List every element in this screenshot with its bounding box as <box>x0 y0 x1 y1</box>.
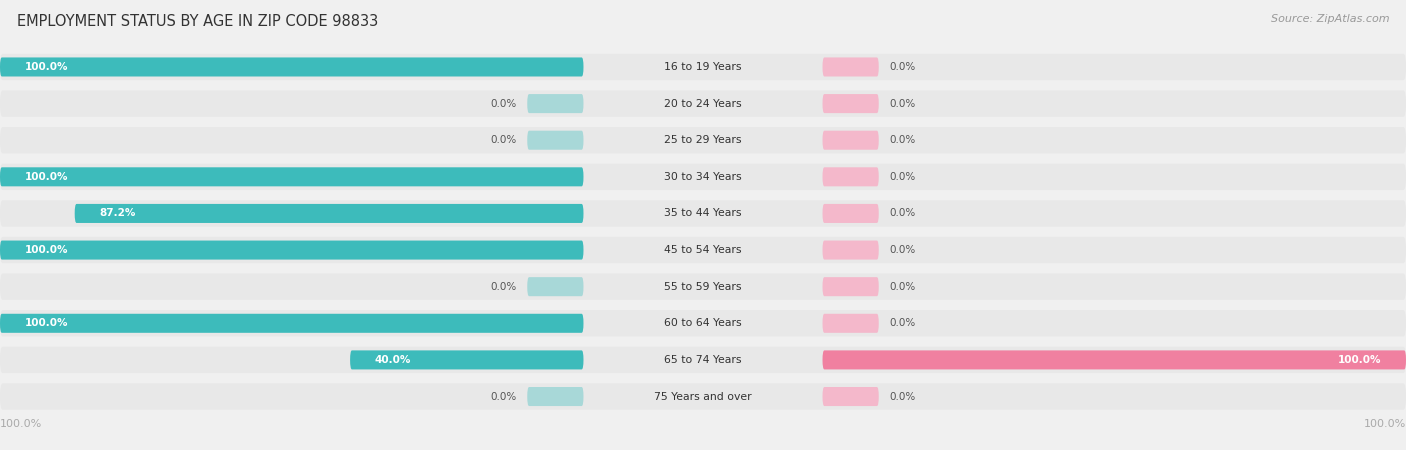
Text: 40.0%: 40.0% <box>374 355 411 365</box>
Text: 55 to 59 Years: 55 to 59 Years <box>664 282 742 292</box>
Text: 60 to 64 Years: 60 to 64 Years <box>664 318 742 328</box>
FancyBboxPatch shape <box>0 90 1406 117</box>
FancyBboxPatch shape <box>527 277 583 296</box>
Text: 87.2%: 87.2% <box>100 208 135 218</box>
FancyBboxPatch shape <box>0 58 583 76</box>
Text: 0.0%: 0.0% <box>890 62 915 72</box>
Text: 0.0%: 0.0% <box>890 99 915 108</box>
Text: 0.0%: 0.0% <box>890 208 915 218</box>
FancyBboxPatch shape <box>823 94 879 113</box>
FancyBboxPatch shape <box>823 387 879 406</box>
FancyBboxPatch shape <box>0 127 1406 153</box>
FancyBboxPatch shape <box>527 94 583 113</box>
Text: EMPLOYMENT STATUS BY AGE IN ZIP CODE 98833: EMPLOYMENT STATUS BY AGE IN ZIP CODE 988… <box>17 14 378 28</box>
Text: 100.0%: 100.0% <box>1339 355 1381 365</box>
Text: 100.0%: 100.0% <box>25 245 67 255</box>
FancyBboxPatch shape <box>0 54 1406 80</box>
FancyBboxPatch shape <box>75 204 583 223</box>
Text: 16 to 19 Years: 16 to 19 Years <box>664 62 742 72</box>
Text: 0.0%: 0.0% <box>491 99 517 108</box>
Text: 65 to 74 Years: 65 to 74 Years <box>664 355 742 365</box>
FancyBboxPatch shape <box>527 130 583 150</box>
FancyBboxPatch shape <box>0 347 1406 373</box>
FancyBboxPatch shape <box>0 237 1406 263</box>
Text: 45 to 54 Years: 45 to 54 Years <box>664 245 742 255</box>
Text: 0.0%: 0.0% <box>491 135 517 145</box>
Text: 25 to 29 Years: 25 to 29 Years <box>664 135 742 145</box>
FancyBboxPatch shape <box>823 204 879 223</box>
FancyBboxPatch shape <box>0 167 583 186</box>
FancyBboxPatch shape <box>0 274 1406 300</box>
FancyBboxPatch shape <box>0 314 583 333</box>
Text: 100.0%: 100.0% <box>1364 419 1406 429</box>
Text: 35 to 44 Years: 35 to 44 Years <box>664 208 742 218</box>
Text: 0.0%: 0.0% <box>491 392 517 401</box>
Text: 0.0%: 0.0% <box>890 318 915 328</box>
Text: Source: ZipAtlas.com: Source: ZipAtlas.com <box>1271 14 1389 23</box>
FancyBboxPatch shape <box>0 241 583 260</box>
FancyBboxPatch shape <box>823 351 1406 369</box>
FancyBboxPatch shape <box>350 351 583 369</box>
FancyBboxPatch shape <box>823 241 879 260</box>
Text: 100.0%: 100.0% <box>25 172 67 182</box>
Text: 0.0%: 0.0% <box>890 135 915 145</box>
Text: 0.0%: 0.0% <box>890 282 915 292</box>
FancyBboxPatch shape <box>823 167 879 186</box>
Text: 0.0%: 0.0% <box>890 172 915 182</box>
FancyBboxPatch shape <box>0 164 1406 190</box>
Text: 100.0%: 100.0% <box>0 419 42 429</box>
FancyBboxPatch shape <box>527 387 583 406</box>
FancyBboxPatch shape <box>0 200 1406 227</box>
Text: 20 to 24 Years: 20 to 24 Years <box>664 99 742 108</box>
FancyBboxPatch shape <box>823 314 879 333</box>
Text: 75 Years and over: 75 Years and over <box>654 392 752 401</box>
Text: 0.0%: 0.0% <box>890 392 915 401</box>
FancyBboxPatch shape <box>823 130 879 150</box>
Text: 100.0%: 100.0% <box>25 62 67 72</box>
Text: 100.0%: 100.0% <box>25 318 67 328</box>
Text: 0.0%: 0.0% <box>890 245 915 255</box>
FancyBboxPatch shape <box>0 310 1406 337</box>
FancyBboxPatch shape <box>823 277 879 296</box>
Text: 30 to 34 Years: 30 to 34 Years <box>664 172 742 182</box>
Text: 0.0%: 0.0% <box>491 282 517 292</box>
FancyBboxPatch shape <box>823 58 879 76</box>
FancyBboxPatch shape <box>0 383 1406 410</box>
